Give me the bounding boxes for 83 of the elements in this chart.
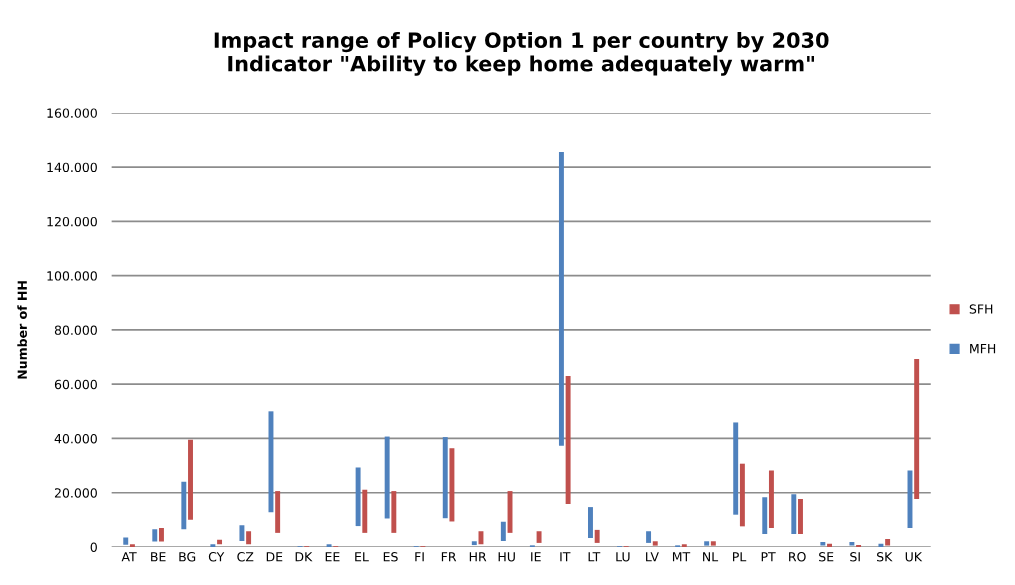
bar [471, 541, 477, 546]
x-tick-label: NL [703, 552, 719, 562]
x-tick-label: DK [295, 552, 313, 562]
bar [768, 470, 774, 528]
bar [449, 448, 455, 522]
bar [762, 497, 768, 534]
bar [827, 543, 832, 547]
bar [798, 498, 803, 534]
bar [129, 544, 135, 547]
y-tick-label: 120.000 [47, 216, 97, 227]
bar [588, 507, 593, 539]
bar [681, 544, 687, 547]
bar [878, 543, 884, 547]
bar [710, 541, 716, 546]
y-tick-label: 60.000 [54, 379, 97, 390]
bar [565, 376, 571, 505]
x-tick-label: BG [179, 552, 196, 562]
bar [849, 542, 855, 546]
bar [914, 358, 920, 499]
x-tick-label: AT [121, 552, 137, 562]
bar [391, 491, 397, 533]
bar [558, 151, 564, 446]
x-tick-label: SI [850, 552, 860, 562]
bar [152, 529, 158, 542]
x-tick-label: IT [560, 552, 571, 562]
x-tick-label: RO [789, 552, 806, 562]
x-tick-label: PL [733, 552, 747, 562]
bar [500, 521, 506, 542]
bar [268, 411, 274, 513]
x-tick-label: CY [208, 552, 225, 562]
bar [791, 494, 797, 534]
x-tick-label: FI [415, 552, 424, 562]
x-tick-label: MT [672, 552, 691, 562]
x-tick-label: EL [355, 552, 369, 562]
y-axis-title: Number of HH [17, 281, 27, 379]
bar [442, 437, 448, 519]
x-tick-label: LV [646, 552, 659, 562]
chart-title: Impact range of Policy Option 1 per country by 2030 Indicator "Ability to keep home adequately warm" [214, 31, 829, 76]
bar [188, 439, 193, 520]
bar [384, 436, 390, 519]
bar [181, 481, 187, 530]
bar [159, 527, 164, 542]
bar [362, 489, 368, 533]
y-tick-label: 40.000 [54, 433, 97, 444]
bar [275, 491, 281, 533]
x-tick-label: HU [498, 552, 515, 562]
bar [820, 542, 826, 546]
bar [536, 531, 542, 543]
x-tick-label: CZ [237, 552, 254, 562]
x-tick-label: LT [588, 552, 601, 562]
bar [210, 544, 216, 547]
bar [326, 544, 332, 547]
bar [123, 537, 129, 545]
bar [239, 525, 245, 542]
y-tick-label: 100.000 [47, 271, 97, 281]
x-tick-label: BE [151, 552, 166, 562]
y-tick-label: 140.000 [47, 162, 97, 173]
bar [646, 531, 652, 543]
y-tick-label: 80.000 [54, 325, 97, 335]
bar [355, 467, 361, 527]
x-tick-label: SE [819, 552, 834, 562]
bar [733, 422, 739, 515]
legend-label: SFH [969, 304, 993, 314]
x-tick-label: PT [761, 552, 776, 562]
x-tick-label: UK [905, 552, 923, 562]
bar [885, 539, 891, 546]
x-tick-label: SK [877, 552, 893, 562]
x-tick-label: IE [531, 552, 541, 562]
y-tick-label: 0 [90, 542, 97, 552]
x-tick-label: ES [383, 552, 398, 562]
x-tick-label: DE [266, 552, 283, 562]
bar [246, 531, 252, 545]
x-tick-label: FR [441, 552, 457, 562]
x-tick-label: HR [469, 552, 487, 562]
x-tick-label: EE [325, 552, 340, 562]
y-tick-label: 160.000 [47, 108, 97, 118]
y-tick-label: 20.000 [54, 488, 97, 498]
x-tick-label: LU [616, 552, 630, 562]
bar [594, 529, 600, 543]
bar [739, 463, 745, 527]
bar [652, 541, 658, 546]
legend-label: MFH [970, 344, 996, 354]
bar [704, 541, 710, 546]
